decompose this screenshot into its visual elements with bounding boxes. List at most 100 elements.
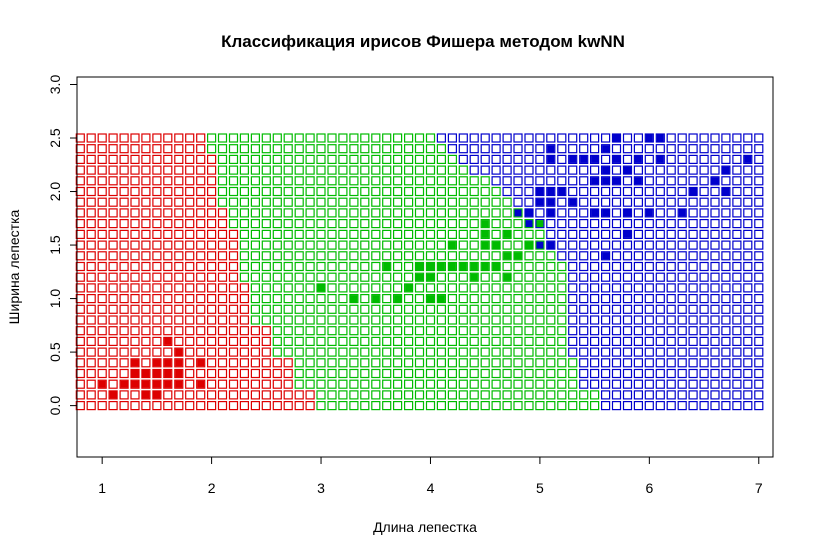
map-cell-versicolor [513,401,523,411]
map-cell-versicolor [425,390,436,400]
map-cell-versicolor [272,347,282,357]
map-cell-virginica [568,283,578,293]
map-cell-versicolor [502,326,512,336]
map-cell-virginica [721,368,731,379]
map-cell-versicolor [480,358,490,368]
map-cell-virginica [579,240,589,250]
map-cell-virginica [622,144,633,154]
map-cell-virginica [699,261,709,272]
map-cell-virginica [721,197,731,207]
point-virginica [613,177,620,185]
map-cell-versicolor [425,326,436,336]
map-cell-versicolor [535,229,545,239]
map-cell-virginica [732,176,742,186]
map-cell-setosa [97,401,107,411]
map-cell-virginica [754,315,764,325]
map-cell-setosa [141,133,151,143]
map-cell-virginica [732,197,742,207]
map-cell-virginica [633,186,644,197]
map-cell-versicolor [447,304,457,314]
map-cell-virginica [655,261,665,272]
map-cell-versicolor [491,347,501,357]
map-cell-setosa [141,208,151,218]
map-cell-setosa [174,272,184,282]
map-cell-versicolor [447,272,457,282]
map-cell-virginica [754,219,764,229]
map-cell-versicolor [360,261,370,272]
map-cell-versicolor [338,197,348,207]
map-cell-virginica [743,326,753,336]
map-cell-setosa [163,165,173,175]
map-cell-virginica [600,368,611,379]
map-cell-virginica [633,272,644,282]
map-cell-setosa [185,304,195,314]
point-virginica [547,188,555,195]
point-versicolor [503,252,511,260]
map-cell-versicolor [458,347,468,357]
map-cell-virginica [568,144,578,154]
map-cell-versicolor [305,165,315,175]
map-cell-versicolor [513,326,523,336]
map-cell-setosa [108,401,118,411]
map-cell-virginica [721,261,731,272]
map-cell-virginica [622,283,633,293]
map-cell-versicolor [469,219,479,229]
point-versicolor [372,295,380,303]
map-cell-virginica [600,272,611,282]
map-cell-versicolor [458,368,468,379]
map-cell-virginica [589,261,600,272]
map-cell-virginica [743,133,753,143]
map-cell-versicolor [228,133,239,143]
map-cell-virginica [688,261,698,272]
point-virginica [514,209,522,217]
map-cell-versicolor [261,283,271,293]
map-cell-virginica [568,261,578,272]
map-cell-versicolor [316,304,326,314]
map-cell-virginica [677,358,687,368]
map-cell-virginica [579,358,589,368]
map-cell-versicolor [250,208,260,218]
map-cell-virginica [513,133,523,143]
map-cell-versicolor [491,304,501,314]
map-cell-setosa [119,315,129,325]
map-cell-setosa [196,261,206,272]
map-cell-versicolor [393,240,403,250]
map-cell-versicolor [393,368,403,379]
map-cell-virginica [579,272,589,282]
map-cell-versicolor [458,390,468,400]
map-cell-versicolor [436,144,446,154]
map-cell-versicolor [239,165,249,175]
map-cell-setosa [97,261,107,272]
map-cell-versicolor [436,379,446,389]
map-cell-versicolor [294,358,304,368]
map-cell-versicolor [502,208,512,218]
map-cell-virginica [579,219,589,229]
map-cell-virginica [633,229,644,239]
map-cell-virginica [688,176,698,186]
map-cell-versicolor [513,272,523,282]
map-cell-versicolor [382,283,392,293]
map-cell-virginica [600,294,611,304]
map-cell-virginica [677,229,687,239]
map-cell-versicolor [546,368,556,379]
point-setosa [164,370,172,377]
map-cell-setosa [250,347,260,357]
map-cell-setosa [294,401,304,411]
map-cell-setosa [228,229,239,239]
map-cell-versicolor [568,358,578,368]
map-cell-setosa [108,229,118,239]
map-cell-setosa [152,176,162,186]
map-cell-versicolor [338,283,348,293]
map-cell-setosa [207,240,217,250]
map-cell-virginica [677,176,687,186]
map-cell-virginica [600,304,611,314]
map-cell-virginica [644,379,654,389]
map-cell-virginica [644,144,654,154]
map-cell-versicolor [294,315,304,325]
map-cell-setosa [152,240,162,250]
map-cell-versicolor [250,261,260,272]
map-cell-virginica [589,347,600,357]
map-cell-virginica [622,176,633,186]
map-cell-versicolor [239,251,249,261]
map-cell-virginica [644,390,654,400]
